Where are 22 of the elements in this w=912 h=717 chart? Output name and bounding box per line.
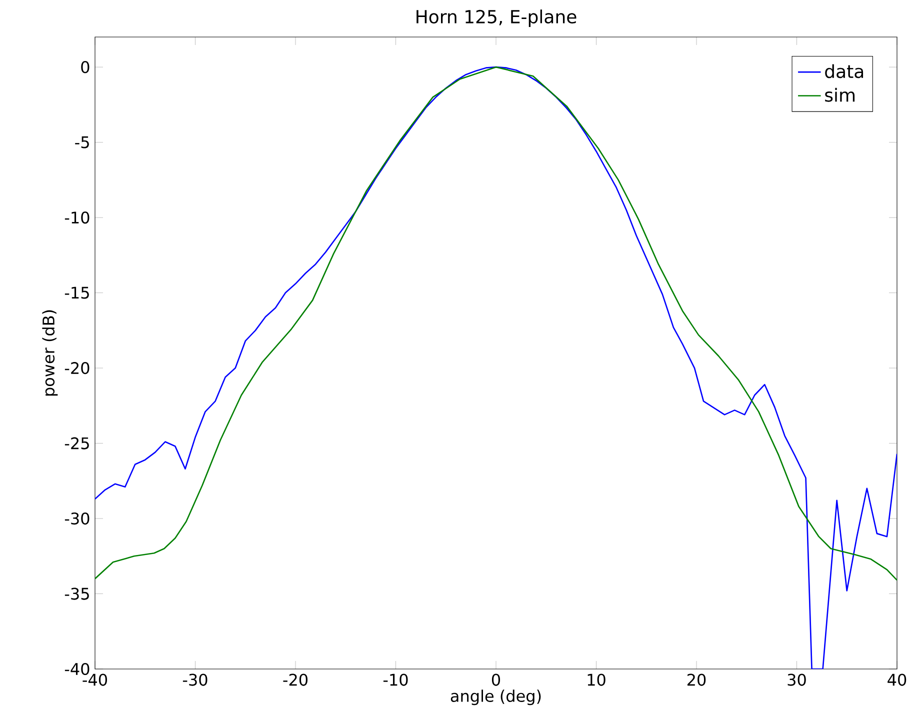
x-tick-label: -10 xyxy=(383,674,408,686)
y-tick-label: -35 xyxy=(64,588,89,600)
y-tick-label: -30 xyxy=(64,512,90,525)
x-tick-label: -30 xyxy=(182,674,208,686)
x-tick-label: 0 xyxy=(492,674,500,686)
y-axis-title: power (dB) xyxy=(42,310,58,396)
x-tick-label: 20 xyxy=(687,674,706,686)
x-axis-title: angle (deg) xyxy=(450,690,541,706)
x-tick-label: 40 xyxy=(888,674,906,686)
y-tick-label: -40 xyxy=(64,662,90,676)
chart-title: Horn 125, E-plane xyxy=(416,10,576,27)
x-tick-label: -20 xyxy=(283,674,308,686)
y-tick-label: -20 xyxy=(64,362,90,374)
legend-label: sim xyxy=(825,88,855,102)
x-tick-label: 30 xyxy=(788,674,806,686)
y-tick-label: 0 xyxy=(81,61,90,74)
x-tick-label: 10 xyxy=(588,674,606,686)
y-tick-label: -25 xyxy=(64,437,89,450)
y-tick-label: -10 xyxy=(64,212,90,224)
y-tick-label: -5 xyxy=(75,136,89,148)
y-tick-label: -15 xyxy=(64,286,89,299)
legend-label: data xyxy=(825,64,864,78)
